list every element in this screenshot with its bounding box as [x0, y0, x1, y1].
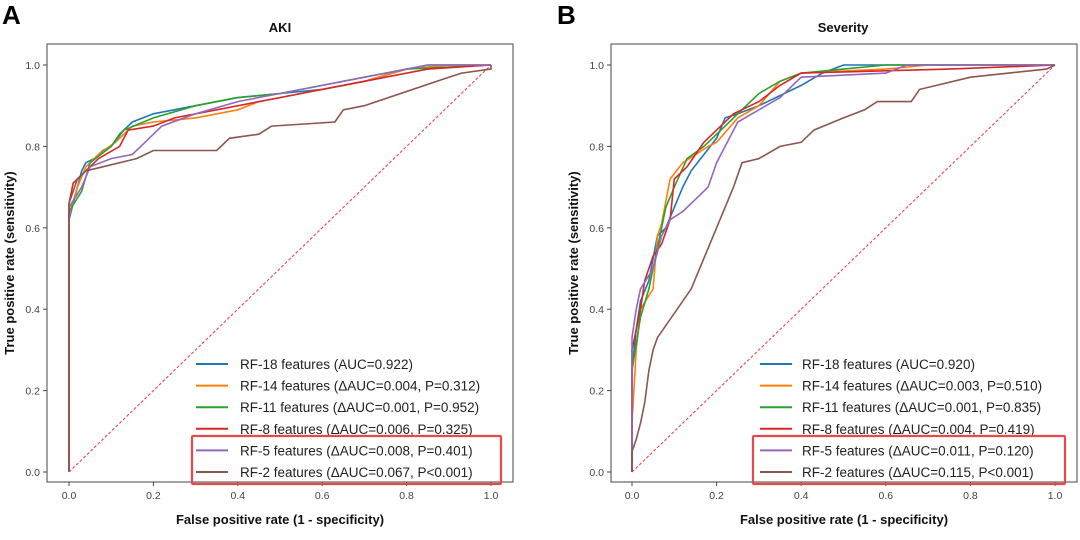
x-tick-label: 0.0 [62, 490, 77, 502]
legend-entry: RF-2 features (ΔAUC=0.115, P<0.001) [802, 465, 1034, 480]
x-tick-label: 0.2 [146, 490, 161, 502]
x-axis-label: False positive rate (1 - specificity) [740, 512, 948, 527]
reference-diagonal-line [68, 64, 492, 473]
legend: RF-18 features (AUC=0.920) RF-14 features… [760, 357, 1042, 480]
x-axis-label: False positive rate (1 - specificity) [176, 512, 384, 527]
y-tick-label: 0.6 [25, 223, 40, 235]
x-tick-label: 1.0 [1048, 490, 1063, 502]
x-tick-label: 0.4 [794, 490, 809, 502]
legend-entry: RF-14 features (ΔAUC=0.003, P=0.510) [802, 379, 1042, 394]
legend-highlight-box [190, 434, 503, 486]
chart-panel-a: A AKI 0.0 0.2 0.4 0.6 0.8 1.0 0.0 0.2 0.4 0.6 0.8 1.0… [2, 0, 514, 527]
legend-entry: RF-8 features (ΔAUC=0.004, P=0.419) [802, 422, 1035, 437]
roc-curve-rf-18 [631, 64, 1055, 472]
roc-curve-rf-11 [631, 64, 1055, 472]
x-tick-label: 0.8 [399, 490, 414, 502]
x-tick-label: 0.4 [230, 490, 245, 502]
x-tick-label: 1.0 [484, 490, 499, 502]
x-tick-label: 0.0 [625, 490, 640, 502]
roc-curve-rf-5 [631, 64, 1055, 472]
x-tick-label: 0.8 [963, 490, 978, 502]
chart-title: Severity [818, 20, 869, 35]
x-tick-label: 0.6 [878, 490, 893, 502]
y-tick-label: 1.0 [25, 60, 40, 72]
y-tick-label: 0.8 [589, 141, 604, 153]
x-tick-label: 0.6 [315, 490, 330, 502]
plot-area-frame [610, 43, 1078, 483]
legend-entry: RF-11 features (ΔAUC=0.001, P=0.835) [802, 400, 1041, 415]
panel-label: B [557, 0, 576, 30]
legend: RF-18 features (AUC=0.922) RF-14 features… [196, 357, 480, 480]
chart-panel-b: B Severity 0.0 0.2 0.4 0.6 0.8 1.0 0.0 0.2 0.4 0.6 0… [557, 0, 1078, 527]
roc-curve-rf-2 [631, 64, 1056, 472]
plot-area-frame [46, 43, 514, 483]
y-tick-label: 0.2 [589, 386, 604, 398]
y-tick-label: 0.2 [25, 386, 40, 398]
y-tick-label: 0.8 [25, 141, 40, 153]
y-tick-label: 0.6 [589, 223, 604, 235]
legend-entry: RF-11 features (ΔAUC=0.001, P=0.952) [240, 400, 479, 415]
y-tick-label: 1.0 [589, 60, 604, 72]
chart-title: AKI [269, 20, 291, 35]
legend-entry: RF-14 features (ΔAUC=0.004, P=0.312) [240, 379, 480, 394]
y-tick-label: 0.4 [589, 304, 604, 316]
legend-highlight-box [751, 434, 1067, 486]
roc-curve-rf-8 [631, 64, 1056, 472]
panel-label: A [2, 0, 21, 30]
legend-entry: RF-2 features (ΔAUC=0.067, P<0.001) [240, 465, 473, 480]
roc-curve-rf-2 [68, 65, 492, 472]
roc-curve-rf-14 [68, 64, 491, 472]
legend-entry: RF-18 features (AUC=0.920) [802, 357, 975, 372]
legend-entry: RF-5 features (ΔAUC=0.011, P=0.120) [802, 443, 1034, 458]
roc-curve-rf-5 [68, 64, 491, 472]
y-tick-label: 0.0 [589, 467, 604, 479]
legend-entry: RF-5 features (ΔAUC=0.008, P=0.401) [240, 443, 473, 458]
y-axis-label: True positive rate (sensitivity) [566, 171, 581, 355]
y-tick-label: 0.4 [25, 304, 40, 316]
legend-entry: RF-18 features (AUC=0.922) [240, 357, 413, 372]
reference-diagonal-line [631, 64, 1056, 473]
y-axis-label: True positive rate (sensitivity) [2, 171, 17, 355]
y-tick-label: 0.0 [25, 467, 40, 479]
legend-entry: RF-8 features (ΔAUC=0.006, P=0.325) [240, 422, 473, 437]
x-tick-label: 0.2 [709, 490, 724, 502]
